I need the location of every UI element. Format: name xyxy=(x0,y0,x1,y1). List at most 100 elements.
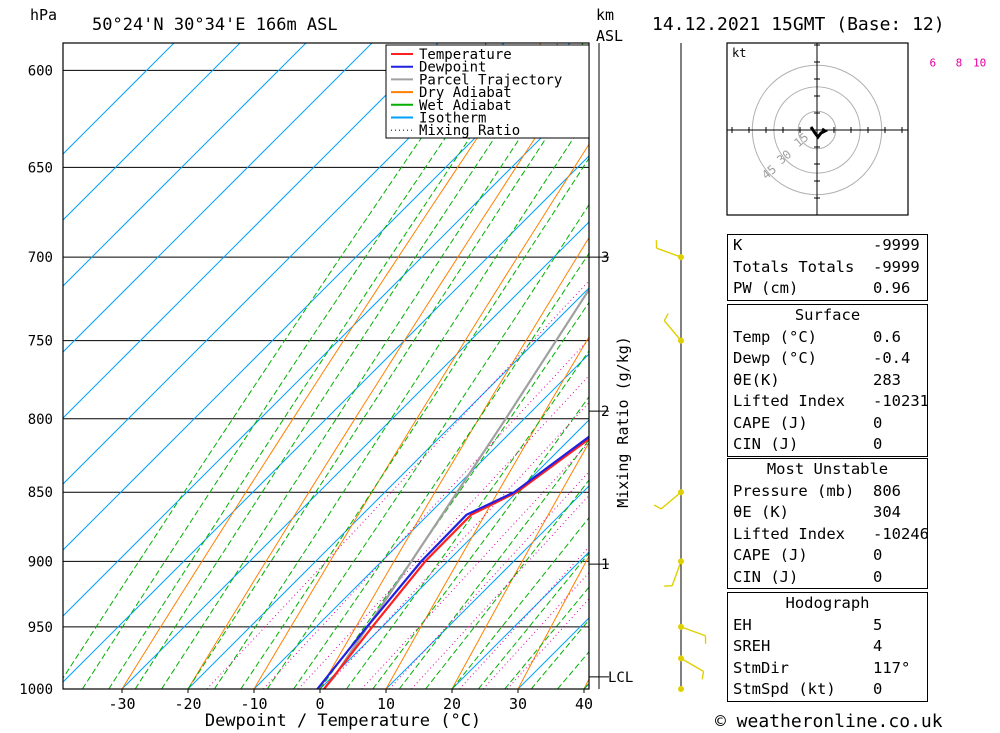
pressure-tick-label: 850 xyxy=(28,485,53,501)
surface-table: Surface Temp (°C) 0.6 Dewp (°C) -0.4 θE(K)… xyxy=(727,304,929,457)
pressure-tick-label: 950 xyxy=(28,620,53,636)
surface-title: Surface xyxy=(794,306,861,324)
asl-label: ASL xyxy=(596,27,623,45)
index-row: EH 5 xyxy=(733,615,883,634)
dry-adiabat-line xyxy=(187,55,589,689)
index-row: Pressure (mb) 806 xyxy=(733,481,901,500)
dry-adiabat-line xyxy=(253,143,589,689)
index-row: Lifted Index -10246 xyxy=(733,524,929,543)
km-tick-label: LCL xyxy=(608,670,633,686)
wind-barb-staff xyxy=(680,626,706,637)
wind-barb-staff xyxy=(656,247,682,258)
wet-adiabat-line xyxy=(108,43,535,689)
index-row: θE (K) 304 xyxy=(733,503,901,521)
pressure-tick-label: 600 xyxy=(28,63,53,79)
mixing-ratio-line xyxy=(506,598,589,689)
mixing-ratio-axis-label: Mixing Ratio (g/kg) xyxy=(614,336,632,508)
wet-adiabat-line xyxy=(134,43,559,689)
wind-barb-flag xyxy=(701,671,705,680)
most-unstable-table: Most Unstable Pressure (mb) 806 θE (K) 304… xyxy=(727,458,929,589)
index-row: K -9999 xyxy=(733,236,920,254)
pressure-tick-label: 700 xyxy=(28,250,53,266)
dry-adiabat-line xyxy=(121,43,542,689)
wet-adiabat-line xyxy=(187,72,589,689)
x-tick-label: -10 xyxy=(240,695,267,713)
pressure-tick-label: 750 xyxy=(28,334,53,350)
legend-entry: Isotherm xyxy=(419,111,486,127)
location-title: 50°24'N 30°34'E 166m ASL xyxy=(92,15,338,35)
wet-adiabat-line xyxy=(451,516,589,689)
hodograph-unit-label: kt xyxy=(732,46,746,60)
index-row: CIN (J) 0 xyxy=(733,435,883,453)
pressure-tick-label: 1000 xyxy=(19,682,53,698)
wet-adiabat-line xyxy=(161,43,584,689)
wet-adiabat-line xyxy=(266,203,589,689)
x-tick-label: 30 xyxy=(509,695,527,713)
dry-adiabat-line xyxy=(385,335,589,689)
index-row: CAPE (J) 0 xyxy=(733,413,883,432)
pressure-unit-label: hPa xyxy=(30,6,57,24)
km-tick-label: 3 xyxy=(601,250,609,266)
wind-barb-staff xyxy=(680,657,704,672)
mixing-ratio-label: 10 xyxy=(973,56,986,69)
legend-entry: Mixing Ratio xyxy=(419,123,520,139)
wind-barb-dot xyxy=(678,686,684,692)
wind-barb-staff xyxy=(663,320,682,342)
km-tick-label: 2 xyxy=(601,404,609,420)
legend-entry: Dry Adiabat xyxy=(419,85,512,101)
pressure-tick-label: 650 xyxy=(28,160,53,176)
legend-entry: Dewpoint xyxy=(419,60,486,76)
isotherm-line xyxy=(121,221,589,689)
plot-frame xyxy=(62,42,590,690)
index-row: Temp (°C) 0.6 xyxy=(733,327,901,346)
mixing-ratio-line xyxy=(323,401,589,689)
temperature-line xyxy=(323,437,589,689)
pressure-tick-label: 900 xyxy=(28,554,53,570)
index-row: StmSpd (kt) 0 xyxy=(733,680,883,698)
index-row: Dewp (°C) -0.4 xyxy=(733,349,911,367)
wind-barb-staff xyxy=(671,561,682,587)
km-label: km xyxy=(596,6,614,24)
x-tick-label: 40 xyxy=(575,695,593,713)
index-row: Totals Totals -9999 xyxy=(733,257,920,276)
index-row: Lifted Index -10231 xyxy=(733,392,929,410)
isotherm-line xyxy=(187,287,589,689)
pressure-tick-label: 800 xyxy=(28,412,53,428)
wet-adiabat-line xyxy=(81,43,511,689)
dry-adiabat-line xyxy=(956,0,1000,733)
wet-adiabat-line xyxy=(425,479,589,689)
mixing-ratio-label: 8 xyxy=(956,56,963,69)
x-tick-label: 20 xyxy=(443,695,461,713)
parcel-trajectory-line xyxy=(323,287,589,689)
mixing-ratio-line xyxy=(482,571,589,689)
datetime-title: 14.12.2021 15GMT (Base: 12) xyxy=(652,14,945,35)
mixing-ratio-label: 6 xyxy=(929,56,936,69)
index-row: CIN (J) 0 xyxy=(733,567,883,586)
profile-lines xyxy=(316,287,589,689)
wind-barb-flag xyxy=(653,504,662,510)
index-row: θE(K) 283 xyxy=(733,370,901,389)
km-tick-label: 1 xyxy=(601,557,609,573)
wind-barb-flag xyxy=(663,313,669,322)
dry-adiabat-line xyxy=(451,441,589,689)
isotherm-line xyxy=(253,353,589,689)
x-tick-label: -30 xyxy=(108,695,135,713)
x-tick-label: -20 xyxy=(174,695,201,713)
legend-entry: Wet Adiabat xyxy=(419,98,512,114)
index-row: PW (cm) 0.96 xyxy=(733,279,911,297)
hodograph-title: Hodograph xyxy=(785,594,870,612)
copyright-text: © weatheronline.co.uk xyxy=(715,711,943,732)
isotherm-line xyxy=(385,485,589,689)
x-tick-label: 10 xyxy=(377,695,395,713)
legend-entry: Temperature xyxy=(419,47,512,63)
wet-adiabat-line xyxy=(293,252,589,689)
x-tick-label: 0 xyxy=(315,695,324,713)
wet-adiabat-line xyxy=(398,439,589,689)
dry-adiabat-line xyxy=(319,236,589,689)
dry-adiabat-line xyxy=(517,555,589,689)
